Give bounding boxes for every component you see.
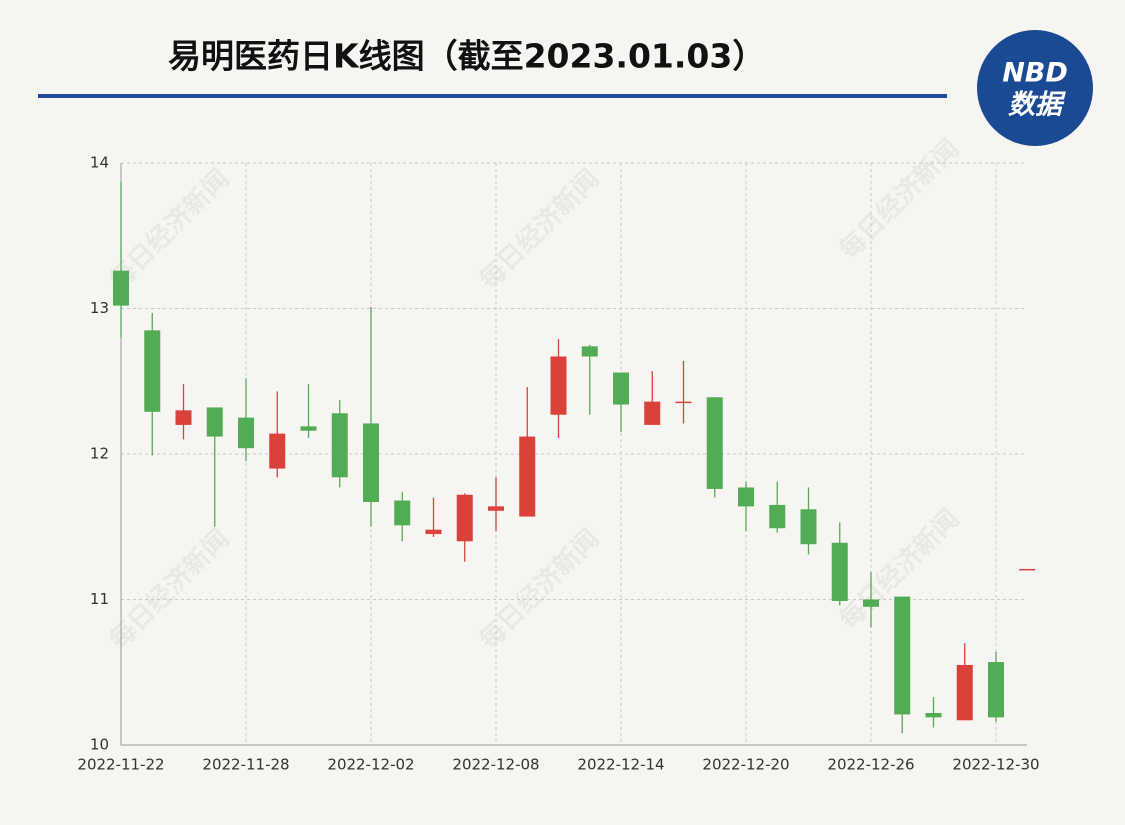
x-tick-label: 2022-12-14: [577, 756, 664, 774]
logo-text: NBD: [1002, 58, 1068, 89]
candle-body: [113, 270, 129, 306]
candle-body: [363, 423, 379, 503]
x-tick-label: 2022-12-08: [452, 756, 539, 774]
candle-body: [425, 529, 442, 535]
candle-body: [988, 662, 1004, 718]
y-tick-label: 10: [90, 736, 109, 754]
candle-body: [706, 397, 723, 489]
candle-body: [894, 596, 911, 715]
x-tick-label: 2022-11-28: [202, 756, 289, 774]
candle-body: [1019, 568, 1036, 571]
logo-text: 数据: [1008, 90, 1066, 121]
title-rule: [38, 94, 947, 98]
x-tick-label: 2022-12-02: [327, 756, 414, 774]
candle-body: [488, 506, 504, 511]
candle-body: [613, 372, 629, 405]
candle-body: [175, 410, 192, 425]
candle-body: [831, 542, 848, 601]
candle-body: [144, 330, 161, 412]
candle-body: [644, 401, 661, 425]
candle-body: [394, 500, 411, 526]
x-tick-label: 2022-12-26: [827, 756, 914, 774]
candle-body: [863, 599, 879, 607]
candle-body: [581, 346, 598, 357]
x-tick-label: 2022-12-20: [702, 756, 789, 774]
candle-body: [675, 401, 692, 404]
candle-body: [519, 436, 536, 517]
y-tick-label: 12: [90, 445, 109, 463]
x-tick-label: 2022-12-30: [952, 756, 1039, 774]
chart-title: 易明医药日K线图（截至2023.01.03）: [168, 37, 765, 76]
candle-body: [331, 413, 348, 478]
y-tick-label: 11: [90, 590, 109, 608]
y-tick-label: 13: [90, 299, 109, 317]
candle-body: [206, 407, 223, 437]
candle-body: [769, 504, 786, 529]
candle-body: [300, 426, 317, 431]
candle-body: [956, 664, 973, 721]
candle-body: [738, 487, 754, 507]
candle-body: [238, 417, 254, 449]
x-tick-label: 2022-11-22: [77, 756, 164, 774]
y-tick-label: 14: [90, 154, 109, 172]
candle-body: [925, 712, 942, 718]
candle-body: [456, 494, 473, 542]
candle-body: [269, 433, 286, 469]
candle-body: [550, 356, 567, 415]
logo: [977, 30, 1093, 146]
candle-body: [800, 509, 817, 545]
